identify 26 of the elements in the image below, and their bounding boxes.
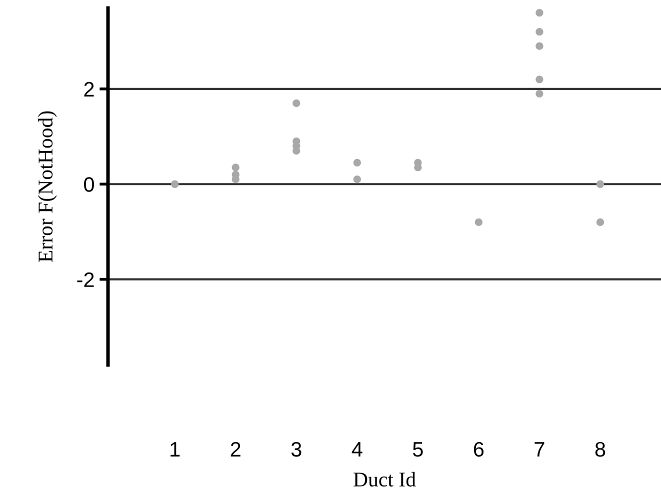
point (596, 180, 604, 188)
x-tick-label: 7 (534, 442, 544, 456)
point (232, 164, 240, 172)
point (353, 176, 361, 184)
x-axis-title: Duct Id (354, 472, 416, 487)
x-tick-label: 4 (352, 442, 362, 456)
point (536, 90, 544, 98)
point (292, 99, 300, 108)
point (474, 218, 483, 226)
x-tick-label: 5 (412, 442, 423, 457)
point (536, 8, 544, 17)
point (536, 76, 544, 84)
point (171, 180, 179, 188)
point (353, 158, 361, 167)
x-tick-label: 6 (474, 442, 484, 457)
point (596, 218, 604, 226)
x-tick-label: 3 (291, 442, 302, 457)
y-tick-label: -2 (77, 272, 94, 287)
point (536, 42, 544, 50)
y-tick-label: 0 (84, 177, 94, 192)
y-axis-title: Error F(NotHood) (38, 111, 57, 262)
x-tick-label: 1 (170, 442, 180, 456)
x-tick-label: 2 (230, 442, 240, 456)
point (536, 28, 544, 36)
y-tick-label: 2 (84, 82, 94, 96)
x-tick-label: 8 (595, 442, 606, 457)
